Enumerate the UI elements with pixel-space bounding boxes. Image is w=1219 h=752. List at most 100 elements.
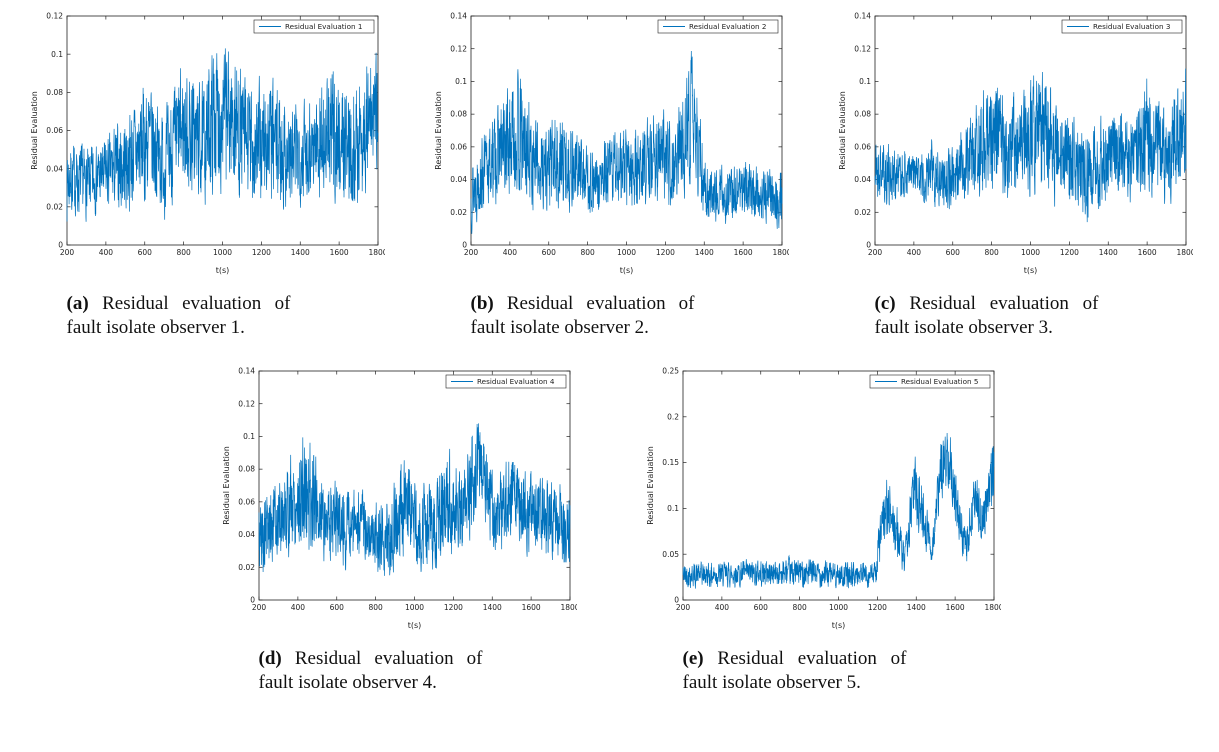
figure-caption-b: (b) Residual evaluation of fault isolate… [471, 292, 695, 341]
svg-text:0.06: 0.06 [238, 497, 255, 506]
svg-text:0.08: 0.08 [854, 110, 871, 119]
svg-text:0.1: 0.1 [51, 50, 63, 59]
svg-text:1600: 1600 [329, 248, 348, 257]
svg-text:0.05: 0.05 [662, 549, 679, 558]
svg-text:Residual Evaluation 3: Residual Evaluation 3 [1093, 22, 1170, 31]
svg-text:0.02: 0.02 [46, 202, 63, 211]
svg-text:800: 800 [984, 248, 999, 257]
svg-text:0.14: 0.14 [450, 12, 467, 21]
svg-text:400: 400 [714, 603, 729, 612]
svg-text:1200: 1200 [1059, 248, 1078, 257]
svg-text:0.12: 0.12 [450, 44, 467, 53]
svg-text:1400: 1400 [482, 603, 501, 612]
figure-caption-c: (c) Residual evaluation of fault isolate… [875, 292, 1099, 341]
svg-text:600: 600 [137, 248, 152, 257]
svg-text:800: 800 [792, 603, 807, 612]
svg-text:0.14: 0.14 [238, 366, 255, 375]
caption-label-e: (e) [682, 647, 704, 669]
caption-label-c: (c) [874, 293, 896, 314]
svg-text:800: 800 [580, 248, 595, 257]
svg-text:600: 600 [753, 603, 768, 612]
caption-text-e: Residual evaluation of fault isolate obs… [682, 647, 907, 693]
svg-text:0.1: 0.1 [667, 504, 679, 513]
svg-text:0.04: 0.04 [238, 530, 255, 539]
caption-text-b: Residual evaluation of fault isolate obs… [470, 293, 695, 339]
svg-text:1400: 1400 [906, 603, 925, 612]
svg-text:800: 800 [176, 248, 191, 257]
svg-text:1200: 1200 [251, 248, 270, 257]
svg-text:t(s): t(s) [407, 621, 421, 630]
svg-text:0: 0 [866, 241, 871, 250]
svg-text:t(s): t(s) [831, 621, 845, 630]
svg-text:0.04: 0.04 [46, 164, 63, 173]
svg-text:t(s): t(s) [215, 266, 229, 275]
svg-text:0.1: 0.1 [243, 432, 255, 441]
svg-text:0.1: 0.1 [455, 77, 467, 86]
svg-text:1600: 1600 [1137, 248, 1156, 257]
svg-text:0.08: 0.08 [46, 88, 63, 97]
svg-text:600: 600 [541, 248, 556, 257]
svg-text:Residual Evaluation: Residual Evaluation [646, 446, 655, 525]
svg-text:400: 400 [98, 248, 113, 257]
caption-text-d: Residual evaluation of fault isolate obs… [258, 647, 483, 693]
svg-text:0.12: 0.12 [46, 12, 63, 21]
svg-text:1000: 1000 [212, 248, 231, 257]
svg-text:1600: 1600 [945, 603, 964, 612]
svg-text:Residual Evaluation 4: Residual Evaluation 4 [477, 377, 555, 386]
svg-text:0.06: 0.06 [854, 142, 871, 151]
svg-text:0.06: 0.06 [450, 142, 467, 151]
svg-text:0.08: 0.08 [238, 464, 255, 473]
svg-text:t(s): t(s) [1023, 266, 1037, 275]
caption-label-d: (d) [258, 647, 282, 669]
svg-text:Residual Evaluation 2: Residual Evaluation 2 [689, 22, 766, 31]
svg-text:0.15: 0.15 [662, 458, 679, 467]
figure-caption-a: (a) Residual evaluation of fault isolate… [67, 292, 291, 341]
figure-caption-d: (d) Residual evaluation of fault isolate… [259, 647, 483, 696]
svg-text:200: 200 [59, 248, 74, 257]
svg-text:0.02: 0.02 [238, 563, 255, 572]
svg-text:1400: 1400 [1098, 248, 1117, 257]
svg-text:t(s): t(s) [619, 266, 633, 275]
svg-text:0.08: 0.08 [450, 110, 467, 119]
svg-text:0: 0 [462, 241, 467, 250]
figure-caption-e: (e) Residual evaluation of fault isolate… [683, 647, 907, 696]
caption-label-a: (a) [66, 293, 89, 314]
svg-text:Residual Evaluation 5: Residual Evaluation 5 [901, 377, 978, 386]
svg-text:1200: 1200 [443, 603, 462, 612]
svg-text:0.02: 0.02 [854, 208, 871, 217]
svg-text:0.06: 0.06 [46, 126, 63, 135]
svg-text:200: 200 [463, 248, 478, 257]
svg-text:0.12: 0.12 [238, 399, 255, 408]
svg-text:0: 0 [250, 595, 255, 604]
svg-text:1000: 1000 [404, 603, 423, 612]
svg-text:200: 200 [675, 603, 690, 612]
svg-text:0.04: 0.04 [854, 175, 871, 184]
caption-text-a: Residual evaluation of fault isolate obs… [66, 293, 291, 339]
svg-text:1600: 1600 [733, 248, 752, 257]
caption-label-b: (b) [470, 293, 494, 314]
svg-text:400: 400 [290, 603, 305, 612]
svg-text:200: 200 [251, 603, 266, 612]
svg-text:0.2: 0.2 [667, 412, 679, 421]
svg-text:400: 400 [906, 248, 921, 257]
svg-text:1000: 1000 [616, 248, 635, 257]
svg-text:600: 600 [329, 603, 344, 612]
svg-text:1400: 1400 [290, 248, 309, 257]
svg-text:Residual Evaluation: Residual Evaluation [222, 446, 231, 525]
svg-text:1200: 1200 [655, 248, 674, 257]
